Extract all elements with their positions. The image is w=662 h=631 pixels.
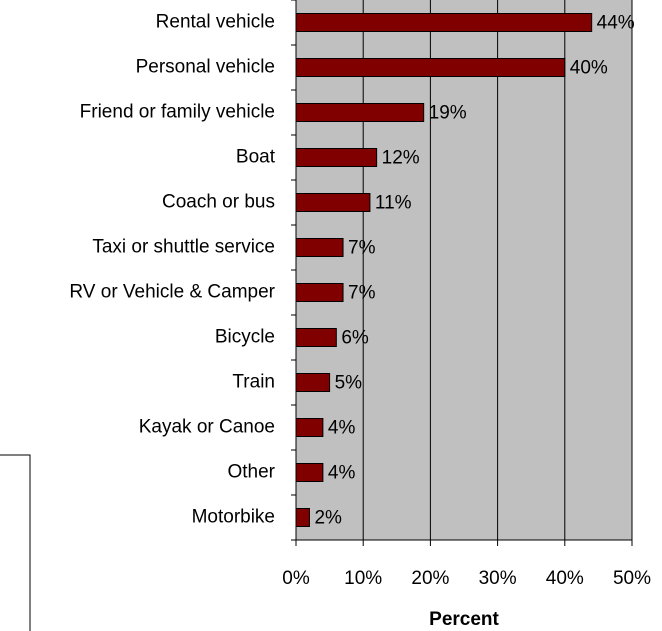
y-tick-label: Boat xyxy=(236,147,276,168)
y-tick-label: Other xyxy=(227,462,275,483)
bar xyxy=(295,418,324,437)
value-label: 2% xyxy=(314,508,342,529)
y-tick-label: Motorbike xyxy=(192,507,275,528)
y-tick-label: Personal vehicle xyxy=(136,57,275,78)
x-tick-label: 20% xyxy=(411,568,449,589)
value-label: 12% xyxy=(382,148,420,169)
y-tick-label: Rental vehicle xyxy=(156,12,275,33)
bar xyxy=(295,328,337,347)
value-label: 44% xyxy=(597,13,635,34)
plot-area xyxy=(296,0,632,540)
x-tick-label: 40% xyxy=(546,568,584,589)
bar xyxy=(295,463,324,482)
frame-line xyxy=(0,454,31,631)
bar xyxy=(295,193,371,212)
y-tick-label: Bicycle xyxy=(215,327,275,348)
x-tick-label: 10% xyxy=(344,568,382,589)
value-label: 19% xyxy=(429,103,467,124)
bar xyxy=(295,58,566,77)
x-tick-label: 0% xyxy=(282,568,310,589)
value-label: 4% xyxy=(328,418,356,439)
bar xyxy=(295,238,344,257)
bar xyxy=(295,13,593,32)
x-axis-title: Percent xyxy=(429,609,499,630)
y-tick-label: Kayak or Canoe xyxy=(139,417,275,438)
value-label: 5% xyxy=(335,373,363,394)
y-tick-label: Friend or family vehicle xyxy=(80,102,275,123)
bar xyxy=(295,283,344,302)
y-tick-label: Train xyxy=(232,372,275,393)
value-label: 6% xyxy=(341,328,369,349)
y-tick-label: Coach or bus xyxy=(162,192,275,213)
value-label: 7% xyxy=(348,283,376,304)
bar xyxy=(295,508,310,527)
value-label: 7% xyxy=(348,238,376,259)
value-label: 4% xyxy=(328,463,356,484)
y-tick-label: RV or Vehicle & Camper xyxy=(69,282,275,303)
value-label: 40% xyxy=(570,58,608,79)
y-tick-label: Taxi or shuttle service xyxy=(92,237,275,258)
bar xyxy=(295,103,425,122)
bar xyxy=(295,373,331,392)
value-label: 11% xyxy=(375,193,412,214)
x-tick-label: 30% xyxy=(479,568,517,589)
bar xyxy=(295,148,378,167)
x-tick-label: 50% xyxy=(613,568,651,589)
